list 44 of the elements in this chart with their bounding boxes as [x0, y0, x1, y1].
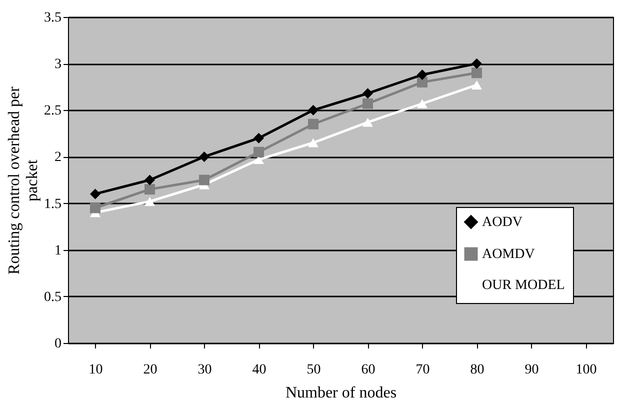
point: [308, 118, 318, 130]
y-tick-label: 1: [54, 243, 62, 258]
point: [90, 202, 100, 214]
point: [417, 99, 428, 108]
x-tick-label: 60: [361, 362, 376, 378]
point: [199, 151, 210, 162]
point: [472, 80, 482, 90]
point: [417, 76, 428, 88]
x-axis-title: Number of nodes: [285, 384, 397, 402]
point: [144, 196, 155, 206]
point: [362, 98, 373, 109]
text: OUR MODEL: [482, 278, 565, 293]
point: [362, 118, 373, 127]
y-axis-title: Routing control overhead per packet: [6, 86, 41, 274]
x-tick-label: 10: [88, 362, 103, 378]
y-tick-label: 3: [54, 57, 62, 72]
point: [144, 184, 155, 195]
point: [308, 104, 318, 116]
point: [308, 138, 318, 148]
point: [417, 70, 428, 80]
point: [254, 146, 264, 158]
point: [254, 132, 264, 144]
legend-label: AODV: [482, 215, 522, 230]
point: [90, 188, 100, 200]
x-tick-label: 80: [470, 362, 484, 378]
x-tick-label: 40: [252, 362, 266, 378]
y-tick-label: 2: [54, 150, 62, 166]
x-tick-label: 20: [143, 362, 158, 378]
point: [472, 68, 482, 78]
y-tick-label: 2.5: [44, 104, 62, 119]
y-tick-label: 0.5: [44, 290, 62, 305]
point: [144, 174, 155, 186]
legend-label: AOMDV: [482, 247, 535, 262]
x-tick-label: 90: [524, 362, 539, 378]
x-tick-label: 100: [576, 362, 597, 378]
y-tick-label: 0: [54, 336, 62, 352]
x-tick-label: 30: [198, 362, 212, 378]
x-tick-label: 50: [306, 362, 321, 378]
y-tick-label: 1.5: [44, 196, 62, 212]
point: [199, 174, 210, 186]
y-tick-label: 3.5: [44, 10, 62, 26]
point: [472, 58, 482, 69]
point: [362, 88, 373, 99]
x-tick-label: 70: [416, 362, 430, 378]
